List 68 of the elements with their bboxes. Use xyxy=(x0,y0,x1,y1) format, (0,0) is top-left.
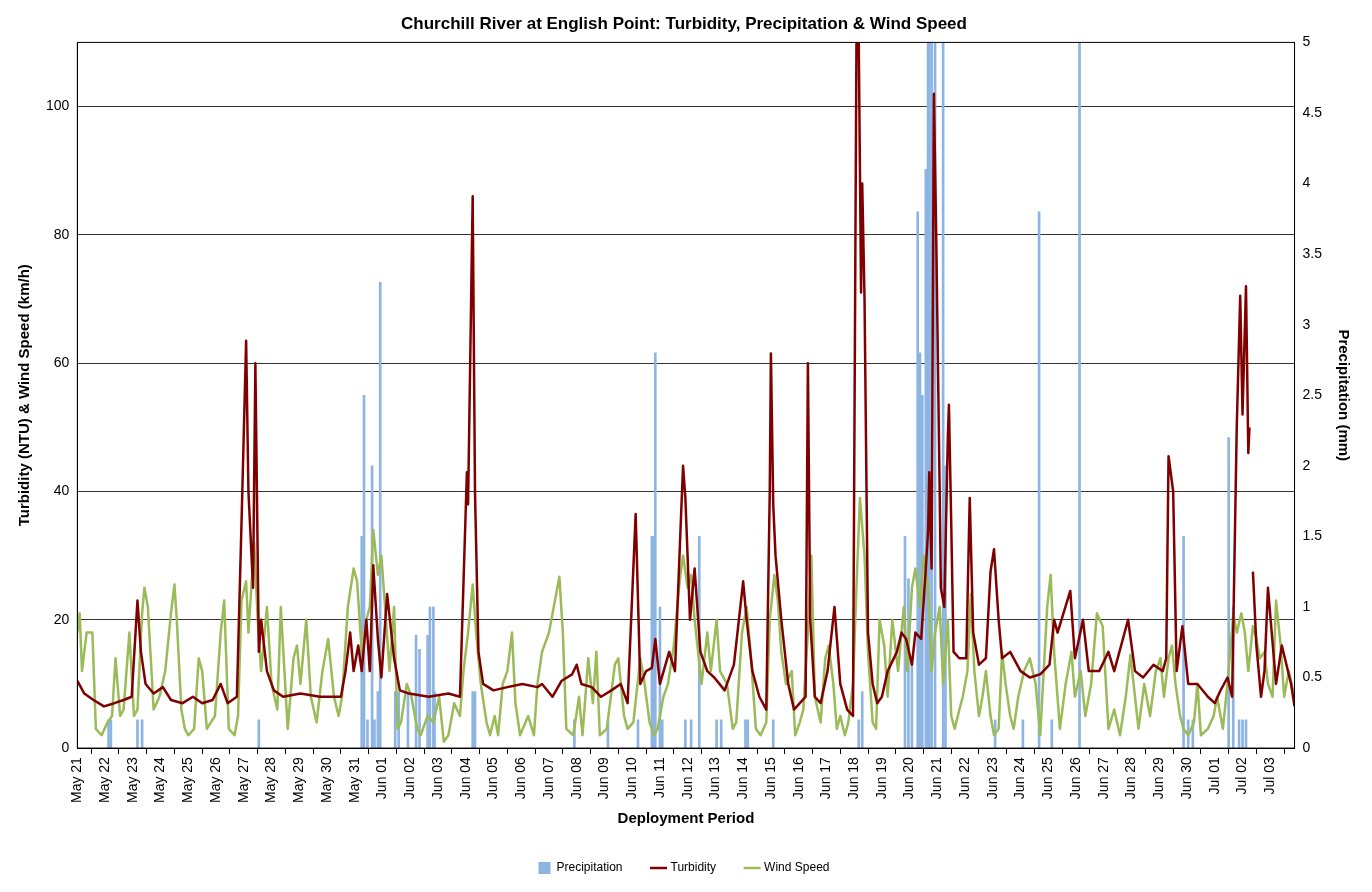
y2-tick-label: 2 xyxy=(1302,456,1311,473)
y-tick-label: 100 xyxy=(46,97,70,114)
x-tick-label: Jun 14 xyxy=(734,756,751,800)
y2-tick-label: 0.5 xyxy=(1302,668,1323,685)
x-tick-label: May 28 xyxy=(262,756,279,804)
chart-title: Churchill River at English Point: Turbidity, Precipitation & Wind Speed xyxy=(401,13,967,33)
x-tick-label: May 23 xyxy=(123,756,140,804)
x-tick-label: Jun 04 xyxy=(456,756,473,800)
x-tick-label: Jun 01 xyxy=(373,756,390,800)
x-tick-label: May 27 xyxy=(234,756,251,804)
x-axis-title: Deployment Period xyxy=(617,809,755,827)
y2-tick-label: 2.5 xyxy=(1302,386,1323,403)
x-tick-label: Jun 21 xyxy=(928,756,945,800)
x-tick-label: Jul 02 xyxy=(1233,756,1250,795)
legend-label: Precipitation xyxy=(556,860,623,875)
x-tick-label: Jun 28 xyxy=(1122,756,1139,800)
x-tick-label: Jun 06 xyxy=(512,756,529,800)
x-tick-label: Jun 09 xyxy=(595,756,612,800)
x-tick-label: Jun 17 xyxy=(817,756,834,800)
x-tick-label: Jul 03 xyxy=(1261,756,1278,795)
x-tick-label: May 26 xyxy=(206,756,223,804)
y-tick-label: 0 xyxy=(61,738,70,755)
x-tick-label: Jun 24 xyxy=(1011,756,1028,800)
x-tick-label: Jun 20 xyxy=(900,756,917,800)
x-tick-label: Jun 22 xyxy=(955,756,972,800)
x-tick-label: Jun 05 xyxy=(484,756,501,800)
x-tick-label: May 31 xyxy=(345,756,362,804)
x-tick-label: May 30 xyxy=(317,756,334,804)
x-tick-label: May 29 xyxy=(290,756,307,804)
x-tick-label: Jun 27 xyxy=(1094,756,1111,800)
x-tick-label: Jun 26 xyxy=(1066,756,1083,800)
y-tick-label: 20 xyxy=(53,610,70,627)
y2-tick-label: 3 xyxy=(1302,315,1311,332)
y-tick-label: 40 xyxy=(53,482,70,499)
x-tick-label: May 25 xyxy=(179,756,196,804)
x-tick-label: May 22 xyxy=(95,756,112,804)
y2-tick-label: 1 xyxy=(1302,597,1311,614)
x-tick-label: Jun 03 xyxy=(428,756,445,800)
x-tick-label: Jul 01 xyxy=(1205,756,1222,795)
y2-axis-title: Precipitation (mm) xyxy=(1335,329,1353,462)
y-tick-label: 80 xyxy=(53,225,70,242)
x-tick-label: Jun 23 xyxy=(983,756,1000,800)
y2-tick-label: 0 xyxy=(1302,738,1311,755)
y2-tick-label: 3.5 xyxy=(1302,244,1323,261)
x-tick-label: Jun 25 xyxy=(1039,756,1056,800)
x-tick-label: Jun 08 xyxy=(567,756,584,800)
y2-tick-label: 4 xyxy=(1302,174,1311,191)
x-tick-label: Jun 07 xyxy=(539,756,556,800)
x-tick-label: Jun 16 xyxy=(789,756,806,800)
x-tick-label: Jun 15 xyxy=(761,756,778,800)
y2-tick-label: 4.5 xyxy=(1302,103,1323,120)
x-tick-label: Jun 11 xyxy=(650,756,667,799)
y-tick-label: 60 xyxy=(53,354,70,371)
x-tick-label: Jun 29 xyxy=(1150,756,1167,800)
y2-tick-label: 1.5 xyxy=(1302,527,1323,544)
x-tick-label: Jun 02 xyxy=(401,756,418,800)
y-axis-title: Turbidity (NTU) & Wind Speed (km/h) xyxy=(15,264,33,527)
x-tick-label: Jun 19 xyxy=(872,756,889,800)
legend-label: Wind Speed xyxy=(764,860,830,875)
x-tick-label: Jun 10 xyxy=(623,756,640,800)
x-tick-label: May 21 xyxy=(68,756,85,804)
y2-tick-label: 5 xyxy=(1302,33,1311,50)
x-tick-label: Jun 18 xyxy=(844,756,861,800)
legend-label: Turbidity xyxy=(670,860,717,875)
x-tick-label: Jun 13 xyxy=(706,756,723,800)
x-tick-label: Jun 30 xyxy=(1177,756,1194,800)
x-tick-label: May 24 xyxy=(151,756,168,804)
x-tick-label: Jun 12 xyxy=(678,756,695,800)
